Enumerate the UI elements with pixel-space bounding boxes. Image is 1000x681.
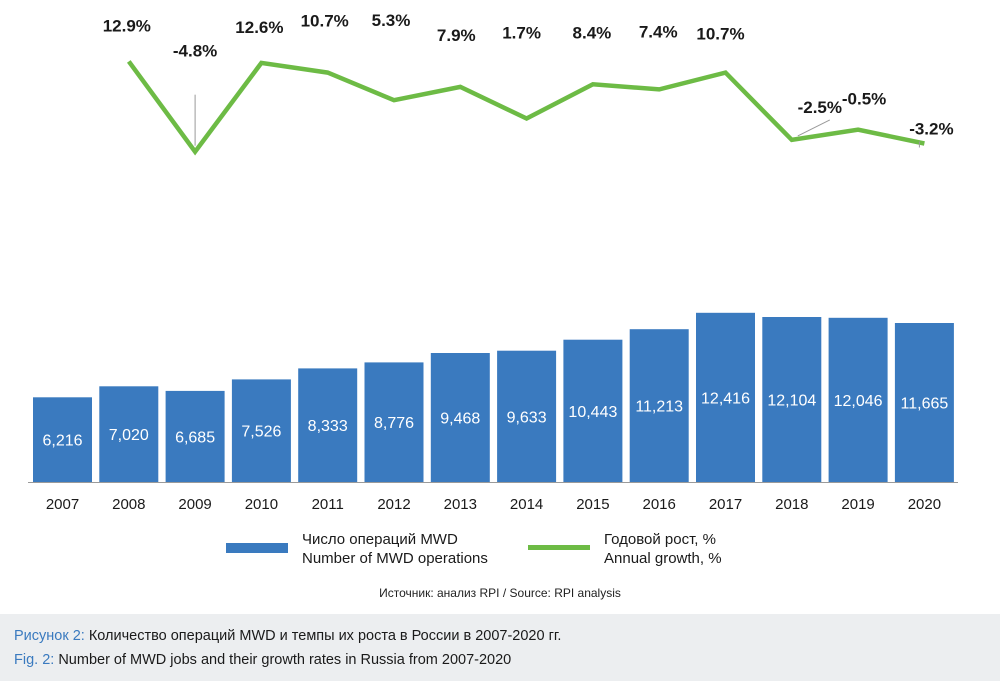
bar-2010 [231,379,291,482]
growth-leader-2018 [797,119,831,137]
bar-2020 [894,323,954,482]
caption-en-text: Number of MWD jobs and their growth rate… [54,652,512,668]
x-tick-label-2010: 2010 [245,496,278,513]
legend-bars-ru: Число операций MWD [302,531,458,548]
bar-2014 [497,350,557,482]
x-tick-label-2019: 2019 [841,496,874,513]
legend-bars-en: Number of MWD operations [302,550,488,567]
legend-item-line: Годовой рост, % Annual growth, % [528,530,722,568]
growth-label-2016: 7.4% [639,22,678,41]
x-tick-label-2017: 2017 [709,496,742,513]
growth-label-2014: 1.7% [502,24,541,43]
x-tick-label-2009: 2009 [178,496,211,513]
x-tick-label-2018: 2018 [775,496,808,513]
growth-label-2013: 7.9% [437,26,476,45]
bar-value-label-2014: 9,633 [507,409,547,426]
bar-value-label-2010: 7,526 [241,424,281,441]
bar-2016 [629,329,689,482]
growth-label-2015: 8.4% [573,23,612,42]
figure-caption: Рисунок 2: Количество операций MWD и тем… [0,614,1000,681]
bar-value-label-2015: 10,443 [568,404,617,421]
growth-label-2012: 5.3% [372,11,411,30]
legend-item-bars: Число операций MWD Number of MWD operati… [226,530,488,568]
bar-2013 [430,353,490,482]
legend-line-ru: Годовой рост, % [604,531,716,548]
source-note: Источник: анализ RPI / Source: RPI analy… [379,586,621,600]
bar-value-label-2009: 6,685 [175,429,215,446]
caption-en-prefix: Fig. 2: [14,652,55,668]
x-tick-label-2008: 2008 [112,496,145,513]
bar-2018 [762,317,822,482]
x-tick-label-2020: 2020 [908,496,941,513]
bar-2009 [165,390,225,482]
bar-value-label-2016: 11,213 [635,399,683,416]
growth-label-2010: 12.6% [235,18,283,37]
bar-value-label-2019: 12,046 [834,393,883,410]
growth-label-2009: -4.8% [173,42,217,61]
growth-line [126,60,925,156]
mwd-chart: 6,216 2007 7,020 2008 6,685 2009 7,526 2010 8,33… [28,11,958,513]
growth-label-2019: -0.5% [842,90,886,109]
growth-label-2020: -3.2% [909,120,953,139]
caption-en: Fig. 2: Number of MWD jobs and their gro… [14,652,511,668]
x-tick-label-2014: 2014 [510,496,543,513]
x-tick-label-2011: 2011 [312,496,344,513]
bar-value-label-2011: 8,333 [308,418,348,435]
bar-2019 [828,317,888,482]
bar-value-label-2008: 7,020 [109,427,149,444]
bar-2008 [99,386,159,482]
bar-2012 [364,362,424,482]
x-tick-label-2013: 2013 [444,496,477,513]
growth-label-2018: -2.5% [798,98,842,117]
bar-value-label-2020: 11,665 [901,396,949,413]
bar-value-label-2013: 9,468 [440,411,480,428]
bar-2015 [563,339,623,482]
x-tick-label-2015: 2015 [576,496,609,513]
x-tick-label-2007: 2007 [46,496,79,513]
growth-label-2017: 10.7% [696,25,744,44]
bar-2007 [33,397,92,482]
x-tick-label-2012: 2012 [377,496,410,513]
legend: Число операций MWD Number of MWD operati… [0,530,1000,578]
bar-2011 [298,368,358,482]
legend-line-swatch [528,545,590,550]
bar-2017 [696,312,755,482]
bar-value-label-2017: 12,416 [701,390,750,407]
growth-label-2008: 12.9% [103,16,151,35]
caption-ru: Рисунок 2: Количество операций MWD и тем… [14,628,561,644]
legend-bar-swatch [226,543,288,553]
growth-label-2011: 10.7% [301,12,349,31]
bar-value-label-2012: 8,776 [374,415,414,432]
caption-ru-text: Количество операций MWD и темпы их роста… [84,628,562,644]
x-tick-label-2016: 2016 [643,496,676,513]
bar-value-label-2018: 12,104 [767,393,816,410]
bar-value-label-2007: 6,216 [42,433,82,450]
legend-line-en: Annual growth, % [604,550,722,567]
caption-ru-prefix: Рисунок 2: [14,628,85,644]
